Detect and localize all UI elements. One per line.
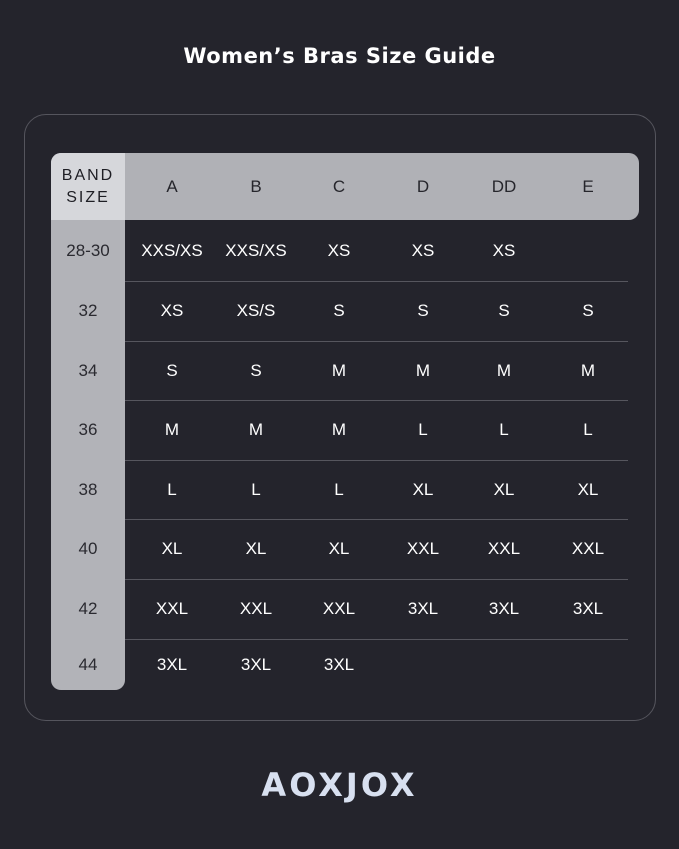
size-cell: XXL [155,599,189,618]
band-size: 38 [78,479,98,499]
size-cell: XL [328,539,350,558]
size-cell: XL [577,479,599,499]
table-row: 34 S S M M M M [51,341,628,400]
cup-header-row [51,153,639,220]
size-cell: XS/S [236,301,276,320]
row-divider [125,281,628,282]
table-row: 40 XL XL XL XXL XXL XXL [51,519,628,579]
size-cell: L [334,479,344,499]
cup-header: D [416,177,430,196]
size-cell: XXL [487,539,521,558]
row-divider [125,579,628,580]
band-label: BAND [61,167,115,184]
size-cell: M [248,420,264,439]
size-cell: XL [245,539,267,558]
size-label: SIZE [66,189,110,206]
size-cell: 3XL [407,599,439,618]
band-size: 42 [78,599,98,618]
table-row: 28-30 XXS/XS XXS/XS XS XS XS [51,220,628,281]
size-cell: L [418,420,428,439]
size-cell: XXL [406,539,440,558]
table-row: 32 XS XS/S S S S S [51,281,628,341]
row-divider [125,400,628,401]
size-cell: S [498,301,510,320]
table-row: 38 L L L XL XL XL [51,460,628,519]
page-title: Women’s Bras Size Guide [183,44,496,68]
size-cell: L [583,420,593,439]
size-cell: 3XL [156,654,188,674]
size-cell: L [251,479,261,499]
size-cell: 3XL [323,654,355,674]
cup-header: B [250,177,262,196]
size-cell: XXL [239,599,273,618]
band-size: 44 [78,654,98,674]
band-size: 36 [78,420,98,439]
band-size: 28-30 [66,240,110,260]
size-cell: XL [161,539,183,558]
size-cell: XL [493,479,515,499]
cup-header: E [582,177,594,196]
row-divider [125,341,628,342]
size-cell: XXS/XS [141,240,203,260]
size-cell: S [333,301,345,320]
band-size-header: BAND SIZE [51,153,125,220]
size-cell: XL [412,479,434,499]
size-cell: XS [327,240,351,260]
size-cell: XXS/XS [225,240,287,260]
size-cell: S [166,360,178,380]
size-cell: M [415,360,431,380]
row-divider [125,519,628,520]
brand-logo: AOXJOX [261,766,418,804]
size-cell: L [499,420,509,439]
size-cell: S [417,301,429,320]
size-cell: XS [160,301,184,320]
size-cell: S [582,301,594,320]
table-row: 44 3XL 3XL 3XL [51,639,628,690]
band-size: 32 [78,301,98,320]
cup-header: C [332,177,346,196]
size-cell: M [496,360,512,380]
size-cell: XXL [571,539,605,558]
size-cell: 3XL [488,599,520,618]
size-cell: 3XL [240,654,272,674]
row-divider [125,639,628,640]
row-divider [125,460,628,461]
size-cell: M [164,420,180,439]
table-row: 42 XXL XXL XXL 3XL 3XL 3XL [51,579,628,639]
table-row: 36 M M M L L L [51,400,628,460]
cup-header: A [166,177,178,196]
band-size: 34 [78,360,98,380]
size-cell: S [250,360,262,380]
size-cell: 3XL [572,599,604,618]
cup-header: DD [491,177,517,196]
size-cell: M [331,360,347,380]
size-cell: L [167,479,177,499]
size-cell: M [580,360,596,380]
size-cell: XS [492,240,516,260]
band-size: 40 [78,539,98,558]
size-cell: XS [411,240,435,260]
size-chart-card [24,114,656,721]
size-cell: M [331,420,347,439]
band-size-column [51,153,125,690]
size-cell: XXL [322,599,356,618]
